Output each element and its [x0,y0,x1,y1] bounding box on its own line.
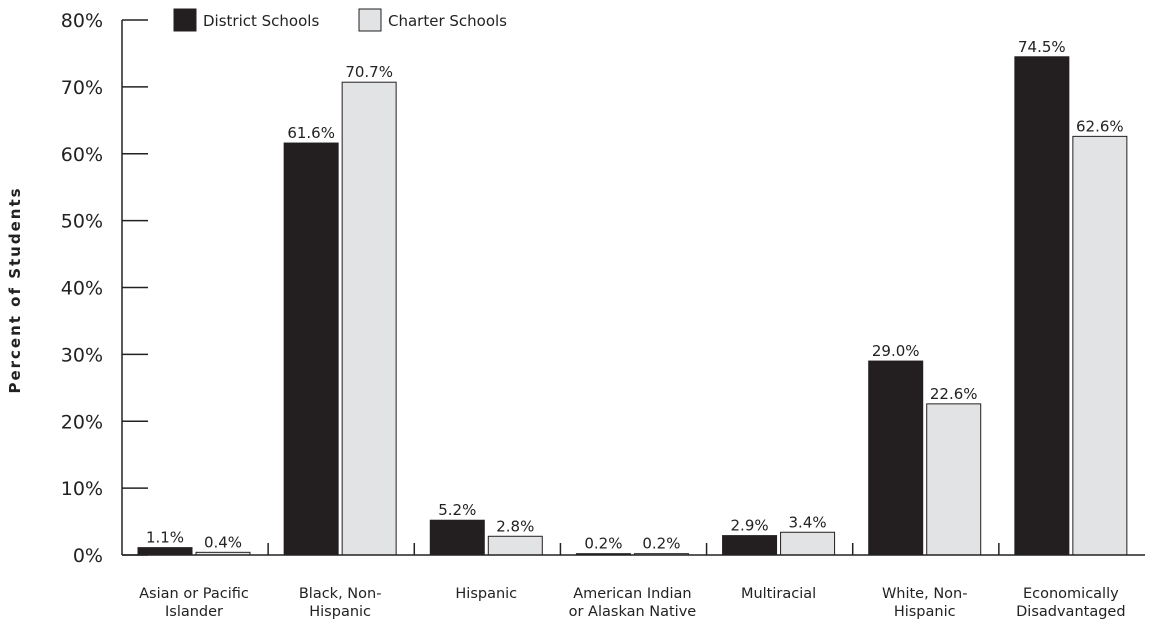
data-label: 2.9% [731,517,769,535]
district-bar [137,547,193,556]
charter-bar [780,531,836,556]
charter-bar [487,535,543,556]
data-label: 2.8% [496,517,534,535]
data-label: 74.5% [1018,38,1066,56]
y-tick-label: 80% [61,10,103,32]
charter-bar [926,403,982,556]
bars [137,56,1128,556]
y-tick-label: 40% [61,278,103,300]
district-bar [429,519,485,556]
y-axis-ticks: 0% 10% 20% 30% 40% 50% 60% 70% 80% [61,10,1000,567]
y-tick-label: 30% [61,344,103,366]
legend-swatch [358,8,382,32]
x-axis-categories: Asian or Pacific Islander Black, Non-Hispa… [139,586,1125,620]
data-label: 62.6% [1076,117,1124,135]
data-label: 22.6% [930,385,978,403]
data-label: 0.2% [642,535,680,553]
charter-bar [341,81,397,556]
x-category-label: Black, Non-Hispanic [299,586,382,620]
district-bar [868,360,924,556]
legend-label: District Schools [203,12,319,30]
district-bar [283,142,339,556]
data-label: 1.1% [146,529,184,547]
y-tick-label: 20% [61,411,103,433]
x-category-label: American Indian or Alaskan Native [569,586,697,620]
charter-bar [1072,135,1128,556]
data-label: 0.2% [584,535,622,553]
data-label: 70.7% [345,63,393,81]
x-category-label: Hispanic [455,586,517,602]
data-label: 5.2% [438,501,476,519]
x-category-label: Economically Disadvantaged [1016,586,1125,620]
data-label: 61.6% [287,124,335,142]
legend-swatch [173,8,197,32]
legend-label: Charter Schools [388,12,507,30]
data-label: 0.4% [204,533,242,551]
data-label: 29.0% [872,342,920,360]
data-label: 3.4% [789,513,827,531]
x-category-label: Asian or Pacific Islander [139,586,249,620]
y-tick-label: 60% [61,144,103,166]
x-category-label: Multiracial [741,586,816,602]
district-bar [1014,56,1070,556]
y-tick-label: 0% [73,545,103,567]
y-tick-label: 10% [61,478,103,500]
y-tick-label: 70% [61,77,103,99]
legend: District Schools Charter Schools [173,8,507,32]
y-axis-title: Percent of Students [6,186,24,393]
x-category-label: White, Non-Hispanic [882,586,968,620]
y-tick-label: 50% [61,211,103,233]
district-bar [722,535,778,556]
data-labels: 1.1% 61.6% 5.2% 0.2% 2.9% 29.0% 74.5% 0.4% 70.7%… [146,38,1124,553]
